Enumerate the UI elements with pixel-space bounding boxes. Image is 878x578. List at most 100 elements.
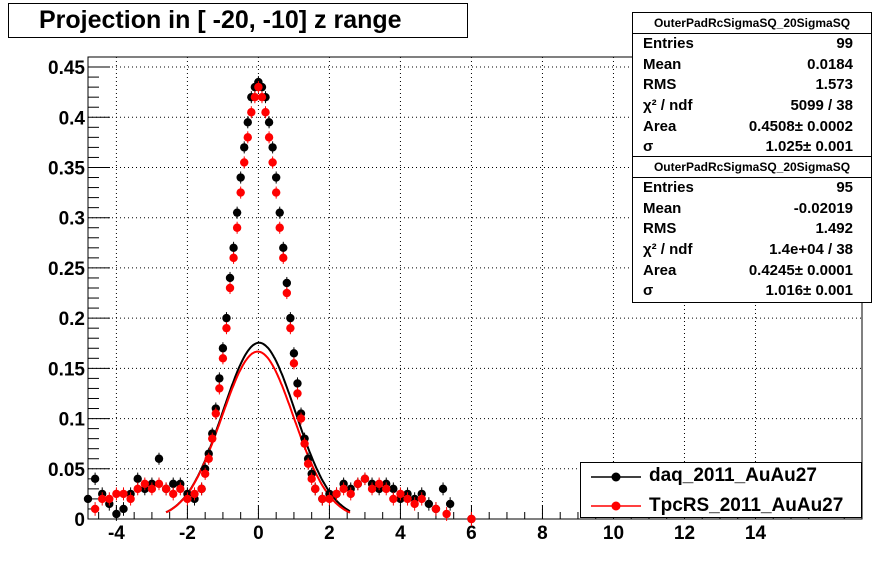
data-point bbox=[360, 474, 370, 484]
data-point bbox=[374, 479, 384, 489]
axes: -4 -2 0 2 4 6 8 10 12 14 0 0.05 0.1 0.15 0.2 0.25 0.3 0.3… bbox=[48, 58, 845, 544]
stats-row: Mean 0.0184 bbox=[643, 55, 853, 73]
data-point bbox=[339, 484, 348, 494]
stats-row: χ² / ndf 1.4e+04 / 38 bbox=[643, 241, 853, 259]
data-point bbox=[218, 344, 228, 353]
stats-row: σ 1.025± 0.001 bbox=[643, 138, 853, 156]
data-point bbox=[417, 494, 426, 504]
data-point bbox=[218, 354, 228, 363]
data-point bbox=[382, 484, 391, 494]
chart-title: Projection in [ -20, -10] z range bbox=[39, 6, 402, 34]
data-series bbox=[83, 76, 476, 527]
data-point bbox=[289, 359, 299, 368]
data-point bbox=[279, 243, 288, 253]
data-point bbox=[264, 118, 274, 127]
data-point bbox=[282, 278, 292, 288]
data-point bbox=[126, 494, 135, 504]
data-point bbox=[119, 504, 128, 514]
data-point bbox=[208, 434, 217, 443]
data-point bbox=[240, 158, 249, 167]
data-point bbox=[161, 484, 171, 494]
data-point bbox=[204, 454, 213, 463]
data-point bbox=[183, 494, 192, 504]
stats-row: χ² / ndf 5099 / 38 bbox=[643, 97, 853, 115]
data-point bbox=[271, 188, 281, 197]
y-tick-label: 0.2 bbox=[59, 309, 85, 330]
y-tick-label: 0.25 bbox=[48, 259, 85, 280]
data-point bbox=[250, 92, 260, 102]
stats-row: Mean -0.02019 bbox=[643, 199, 853, 217]
data-point bbox=[271, 173, 281, 182]
data-point bbox=[303, 459, 313, 468]
data-point bbox=[403, 494, 412, 504]
data-point bbox=[442, 509, 451, 519]
data-point bbox=[243, 133, 252, 142]
legend-markers bbox=[591, 472, 641, 511]
stats-row: RMS 1.573 bbox=[643, 76, 853, 94]
fit-curve bbox=[165, 350, 351, 514]
data-point bbox=[154, 454, 164, 463]
data-point bbox=[232, 223, 242, 232]
y-tick-label: 0.45 bbox=[48, 58, 85, 79]
stats-box-daq: OuterPadRcSigmaSQ_20SigmaSQ Entries 99 Me… bbox=[632, 12, 872, 160]
data-point bbox=[98, 494, 107, 504]
x-tick-label: 0 bbox=[253, 523, 264, 544]
stats-row: RMS 1.492 bbox=[643, 220, 853, 238]
data-point bbox=[445, 499, 455, 509]
data-point bbox=[222, 323, 231, 333]
legend-label-daq: daq_2011_AuAu27 bbox=[649, 465, 817, 486]
data-point bbox=[232, 208, 242, 217]
x-tick-label: -4 bbox=[108, 523, 125, 544]
data-point bbox=[424, 499, 434, 509]
data-point bbox=[225, 283, 235, 293]
y-tick-label: 0.4 bbox=[59, 108, 86, 129]
stats-row: Entries 99 bbox=[643, 35, 853, 52]
x-tick-label: -2 bbox=[179, 523, 196, 544]
data-point bbox=[215, 384, 224, 393]
legend-label-tpcrs: TpcRS_2011_AuAu27 bbox=[649, 495, 844, 516]
data-point bbox=[367, 484, 377, 494]
data-point bbox=[431, 504, 441, 514]
series-daq_2011_AuAu27 bbox=[83, 76, 476, 527]
data-point bbox=[229, 253, 238, 263]
data-point bbox=[105, 494, 114, 504]
data-point bbox=[254, 82, 263, 92]
data-point bbox=[257, 92, 267, 102]
data-point bbox=[140, 479, 150, 489]
data-point bbox=[133, 474, 142, 484]
stats-row: Area 0.4245± 0.0001 bbox=[643, 261, 853, 279]
data-point bbox=[275, 223, 284, 232]
data-point bbox=[289, 349, 299, 358]
x-tick-label: 4 bbox=[395, 523, 406, 544]
data-point bbox=[275, 208, 284, 217]
data-point bbox=[307, 474, 316, 484]
data-point bbox=[286, 313, 295, 323]
data-point bbox=[236, 173, 245, 182]
data-point bbox=[346, 489, 355, 499]
data-point bbox=[154, 479, 164, 489]
data-point bbox=[268, 143, 277, 152]
data-point bbox=[286, 323, 295, 333]
data-point bbox=[215, 374, 224, 383]
x-tick-label: 6 bbox=[466, 523, 477, 544]
data-point bbox=[261, 108, 270, 117]
data-point bbox=[311, 484, 320, 494]
stats-box-title: OuterPadRcSigmaSQ_20SigmaSQ bbox=[633, 13, 871, 34]
y-tick-label: 0 bbox=[74, 510, 85, 531]
data-point bbox=[200, 469, 210, 479]
data-point bbox=[325, 494, 334, 504]
y-tick-label: 0.1 bbox=[59, 410, 86, 431]
stats-box-title: OuterPadRcSigmaSQ_20SigmaSQ bbox=[633, 157, 871, 178]
data-point bbox=[293, 379, 302, 388]
data-point bbox=[112, 509, 121, 519]
data-point bbox=[211, 409, 221, 418]
data-point bbox=[197, 484, 206, 494]
data-point bbox=[190, 489, 199, 499]
stats-row: Area 0.4508± 0.0002 bbox=[643, 117, 853, 135]
legend-marker-daq bbox=[611, 472, 621, 482]
x-tick-label: 2 bbox=[324, 523, 335, 544]
stats-row: σ 1.016± 0.001 bbox=[643, 282, 853, 300]
x-tick-label: 14 bbox=[745, 523, 767, 544]
fit-curves bbox=[165, 341, 351, 514]
data-point bbox=[318, 494, 327, 504]
